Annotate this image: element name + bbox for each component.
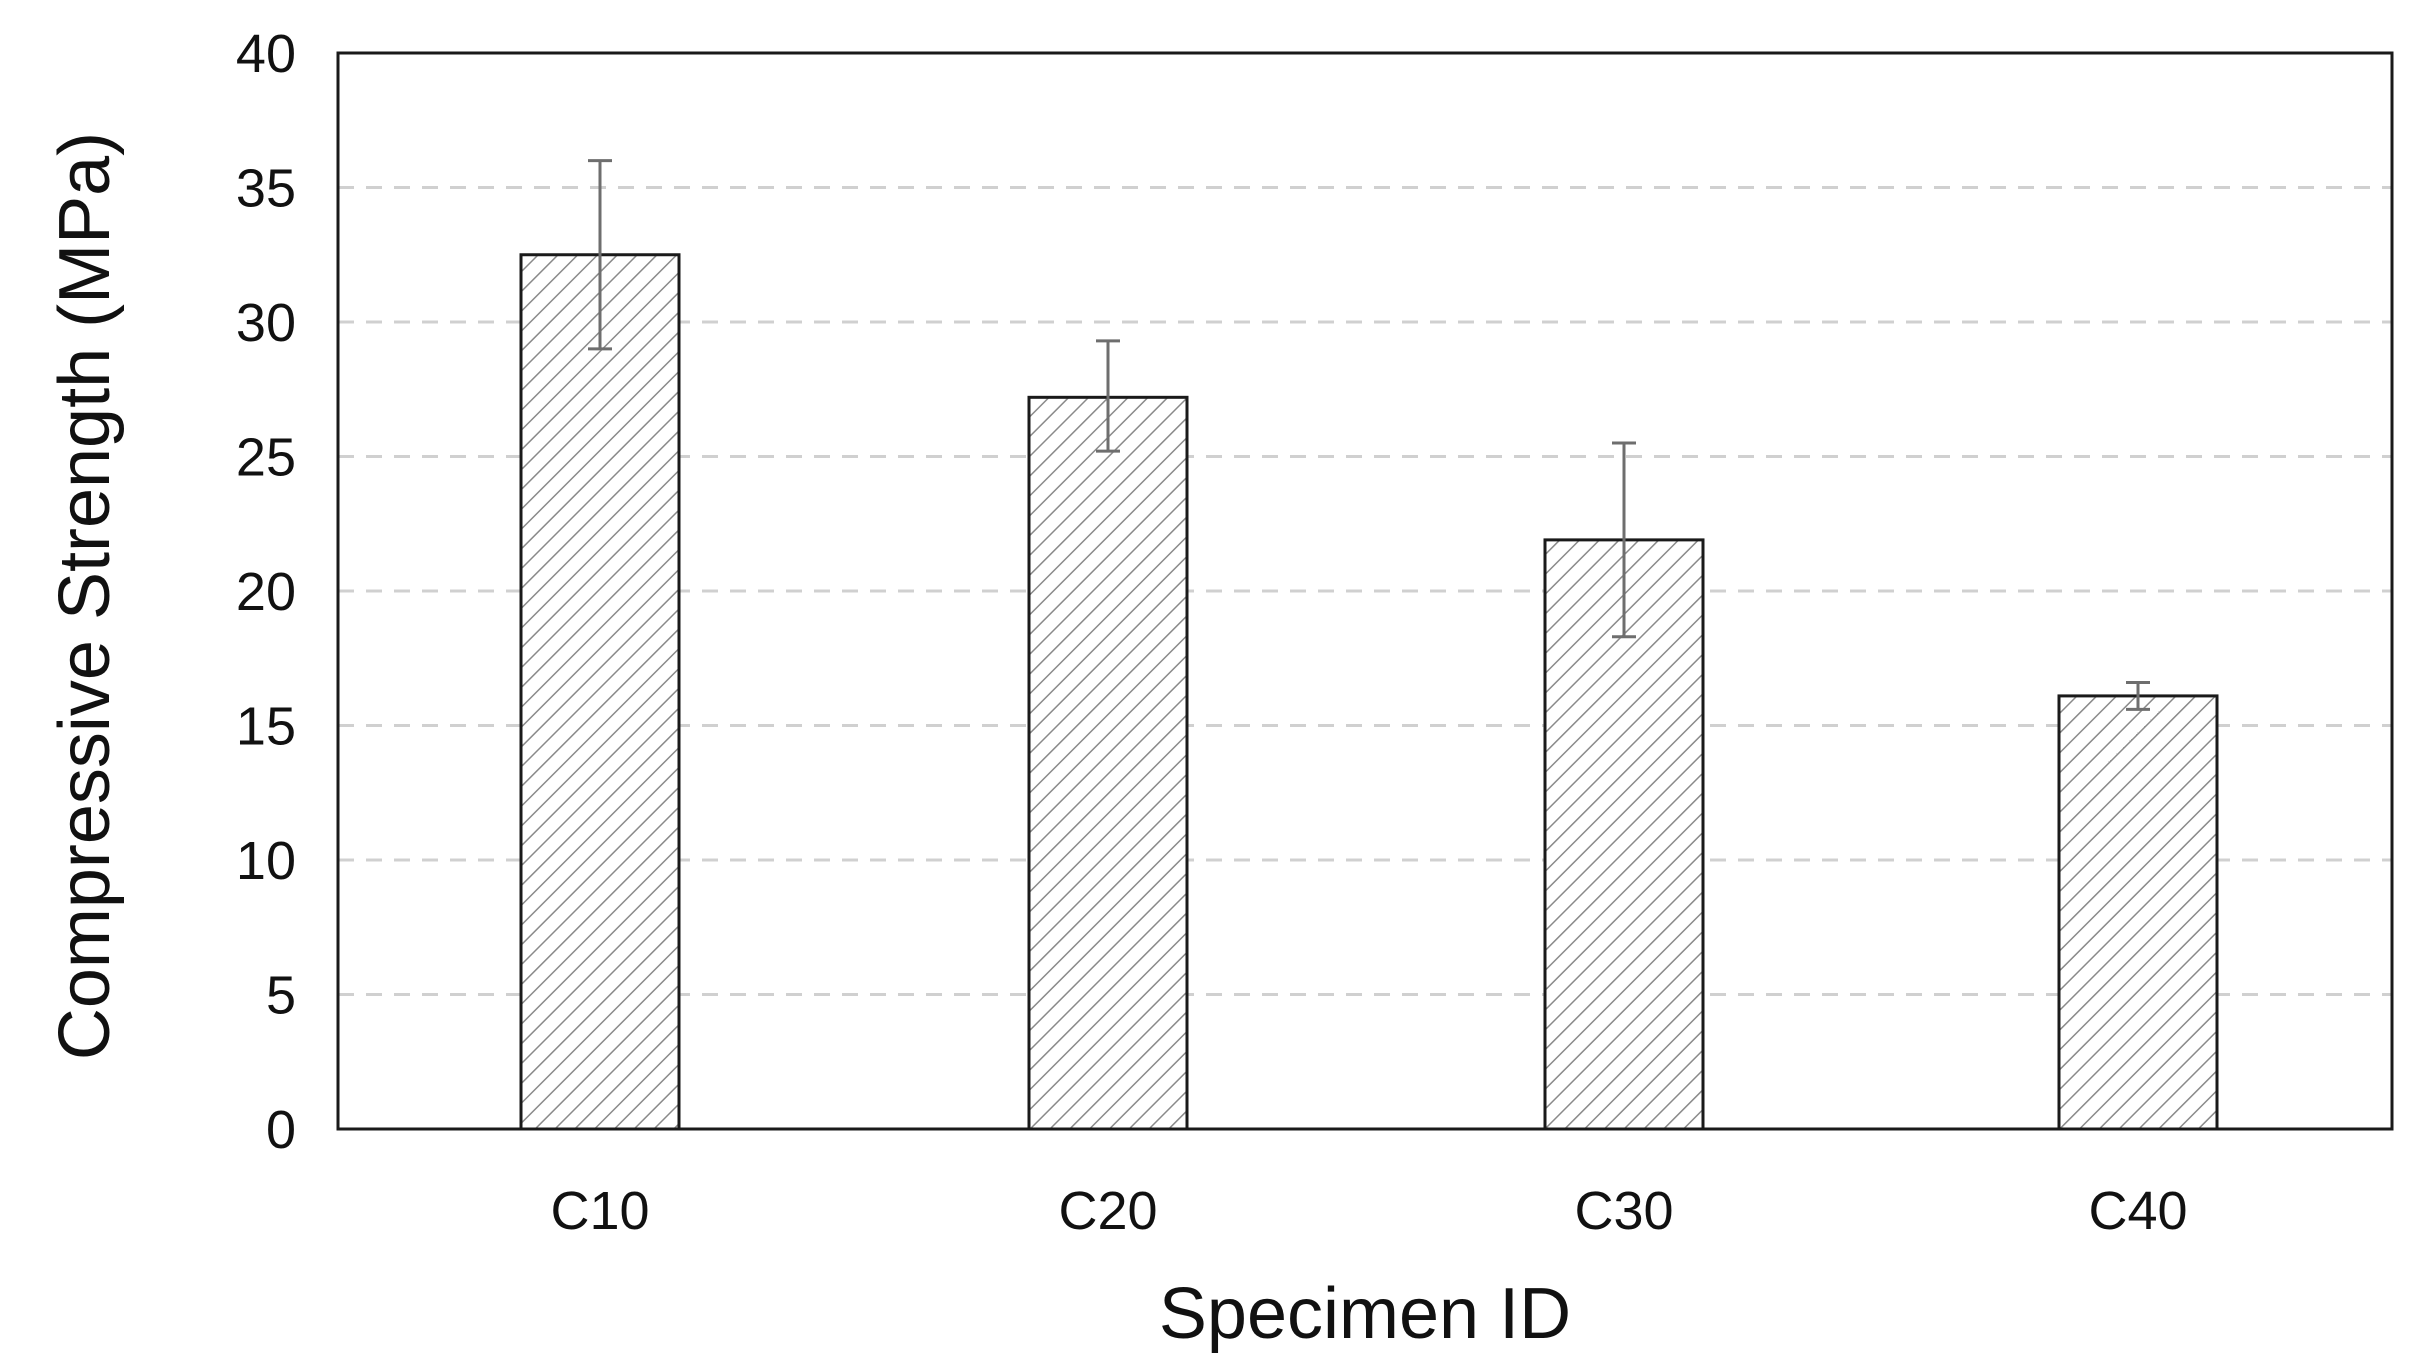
y-tick-label: 5 <box>266 966 296 1026</box>
error-bar-c40 <box>2126 680 2150 711</box>
y-tick-label: 20 <box>236 562 296 622</box>
x-tick-label-c30: C30 <box>1574 1181 1673 1241</box>
plot-frame <box>336 51 2394 1131</box>
bars <box>519 253 2219 1131</box>
y-tick-label: 25 <box>236 428 296 488</box>
y-axis-ticks: 0 5 10 15 20 25 30 35 40 <box>236 24 296 1160</box>
bar-c10 <box>519 253 681 1131</box>
y-tick-label: 10 <box>236 831 296 891</box>
x-tick-label-c10: C10 <box>550 1181 649 1241</box>
bar-c40 <box>2057 694 2219 1131</box>
y-tick-label: 15 <box>236 697 296 757</box>
y-axis-title: Compressive Strength (MPa) <box>45 132 125 1060</box>
y-tick-label: 30 <box>236 293 296 353</box>
x-tick-label-c40: C40 <box>2088 1181 2187 1241</box>
y-tick-label: 40 <box>236 24 296 84</box>
x-tick-label-c20: C20 <box>1058 1181 1157 1241</box>
x-axis-title: Specimen ID <box>1159 1274 1571 1354</box>
error-bar-c30 <box>1612 441 1636 639</box>
y-tick-label: 35 <box>236 159 296 219</box>
error-bar-c20 <box>1096 339 1120 453</box>
x-axis-ticks: C10 C20 C30 C40 <box>550 1181 2187 1241</box>
error-bars <box>588 159 2150 711</box>
error-bar-c10 <box>588 159 612 351</box>
bar-c20 <box>1027 395 1189 1131</box>
y-tick-label: 0 <box>266 1100 296 1160</box>
